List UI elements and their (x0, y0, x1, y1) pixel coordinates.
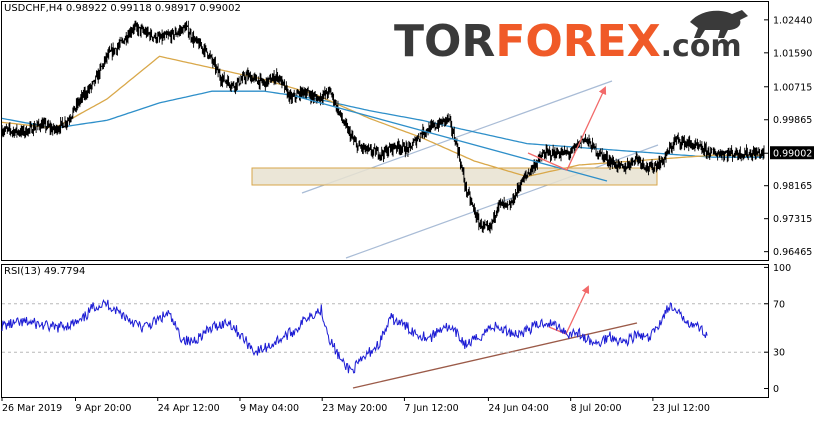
price-tick-label: 1.00715 (773, 82, 812, 93)
time-tick-label: 24 Jun 04:00 (488, 403, 548, 414)
price-tick-label: 1.01590 (773, 48, 812, 59)
current-price-badge (770, 146, 814, 160)
price-bars (1, 20, 765, 234)
price-tick-label: 0.97315 (773, 214, 812, 225)
rsi-tick-label: 0 (773, 384, 779, 395)
time-tick-label: 23 May 20:00 (322, 403, 387, 414)
current-price-label: 0.99002 (773, 149, 812, 160)
rsi-tick-label: 30 (773, 348, 785, 359)
rsi-panel-frame (1, 264, 769, 398)
support-zone (251, 167, 658, 186)
time-tick-label: 23 Jul 12:00 (653, 403, 710, 414)
bull-icon (690, 10, 748, 38)
price-tick-label: 0.98165 (773, 181, 812, 192)
time-tick-label: 9 May 04:00 (240, 403, 299, 414)
time-tick-label: 9 Apr 20:00 (75, 403, 131, 414)
forecast-arrow-price (527, 86, 607, 171)
price-panel-frame (1, 1, 769, 261)
watermark-text: TORFOREX.com (394, 16, 742, 67)
ma-fast-line (1, 55, 764, 178)
price-tick-label: 0.99865 (773, 115, 812, 126)
chart-title: USDCHF,H4 0.98922 0.99118 0.98917 0.9900… (4, 3, 241, 14)
rsi-tick-label: 70 (773, 299, 785, 310)
watermark-logo: TORFOREX.com (394, 10, 748, 67)
watermark-forex: FOREX (495, 16, 660, 67)
price-tick-label: 0.96465 (773, 247, 812, 258)
rsi-line (1, 298, 708, 374)
time-tick-label: 24 Apr 12:00 (158, 403, 220, 414)
forecast-arrow-rsi (548, 285, 590, 335)
resistance-trendline (294, 95, 608, 182)
time-tick-label: 7 Jun 12:00 (404, 403, 458, 414)
time-tick-label: 8 Jul 20:00 (571, 403, 622, 414)
price-tick-label: 1.02440 (773, 15, 812, 26)
time-tick-label: 26 Mar 2019 (2, 403, 62, 414)
ma-slow-line (1, 90, 764, 158)
watermark-tor: TOR (394, 16, 495, 67)
rsi-tick-label: 100 (773, 263, 791, 274)
rsi-title: RSI(13) 49.7794 (4, 266, 85, 277)
rsi-support-trendline (352, 322, 638, 389)
